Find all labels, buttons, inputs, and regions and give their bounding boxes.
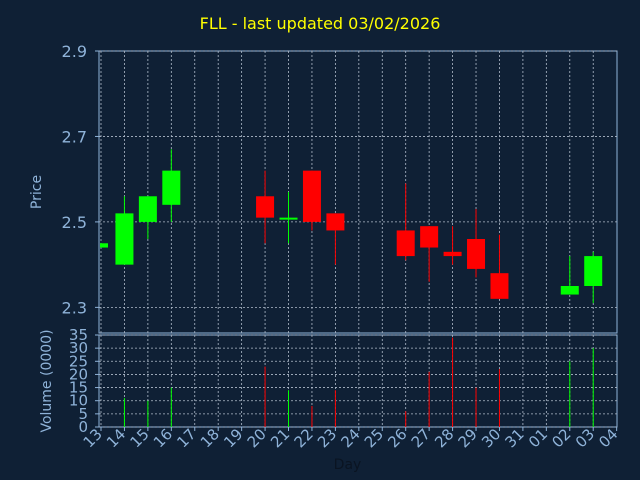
x-tick-label: 02 xyxy=(548,425,574,451)
candle-body xyxy=(584,256,603,286)
price-tick-label: 2.7 xyxy=(62,127,87,146)
candle-body xyxy=(467,239,486,269)
candle-body xyxy=(326,213,345,231)
x-tick-label: 17 xyxy=(173,425,199,451)
price-tick-label: 2.9 xyxy=(62,42,87,61)
volume-tick-label: 25 xyxy=(69,352,88,370)
x-tick-label: 22 xyxy=(291,425,317,451)
candle-body xyxy=(396,230,415,257)
chart-title: FLL - last updated 03/02/2026 xyxy=(199,14,441,33)
candle-body xyxy=(420,226,439,248)
candle-body xyxy=(443,251,462,257)
volume-tick-label: 10 xyxy=(69,392,88,410)
x-axis-label: Day xyxy=(333,457,362,473)
candle-body xyxy=(115,213,134,265)
volume-tick-label: 30 xyxy=(69,339,88,357)
volume-tick-label: 0 xyxy=(78,418,88,436)
x-tick-label: 01 xyxy=(525,425,551,451)
x-tick-label: 30 xyxy=(478,425,504,451)
x-tick-label: 21 xyxy=(267,425,293,451)
x-tick-label: 16 xyxy=(150,425,176,451)
x-tick-label: 27 xyxy=(408,425,434,451)
x-tick-label: 26 xyxy=(384,425,410,451)
candle-body xyxy=(100,243,108,248)
candle-body xyxy=(138,196,157,222)
x-tick-label: 14 xyxy=(103,425,129,451)
price-axis-label: Price xyxy=(29,174,45,210)
x-tick-label: 18 xyxy=(197,425,223,451)
x-tick-label: 04 xyxy=(595,425,621,451)
candle-body xyxy=(279,217,298,220)
x-tick-label: 20 xyxy=(244,425,270,451)
x-tick-label: 15 xyxy=(126,425,152,451)
candle-body xyxy=(490,273,509,299)
x-tick-label: 29 xyxy=(455,425,481,451)
x-tick-label: 28 xyxy=(431,425,457,451)
volume-tick-label: 5 xyxy=(78,405,88,423)
x-tick-label: 24 xyxy=(337,425,363,451)
x-tick-label: 23 xyxy=(314,425,340,451)
price-plot-frame xyxy=(98,50,618,334)
volume-tick-label: 35 xyxy=(69,326,88,344)
volume-tick-label: 15 xyxy=(69,379,88,397)
price-tick-label: 2.3 xyxy=(62,298,87,317)
x-tick-label: 31 xyxy=(501,425,527,451)
candle-body xyxy=(162,170,181,205)
candle-body xyxy=(560,286,579,295)
candle-body xyxy=(302,170,321,222)
volume-plot-frame xyxy=(98,334,618,428)
x-tick-label: 03 xyxy=(572,425,598,451)
volume-tick-label: 20 xyxy=(69,365,88,383)
candle-body xyxy=(256,196,275,218)
x-tick-label: 25 xyxy=(361,425,387,451)
x-tick-label: 19 xyxy=(220,425,246,451)
volume-axis-label: Volume (0000) xyxy=(39,329,55,433)
price-tick-label: 2.5 xyxy=(62,213,87,232)
